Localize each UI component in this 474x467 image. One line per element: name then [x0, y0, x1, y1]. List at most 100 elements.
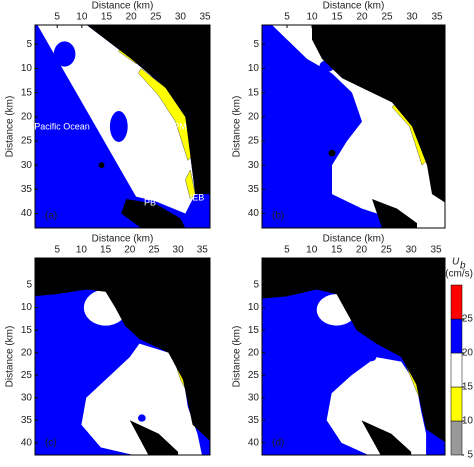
panel-label: (a) — [45, 211, 57, 222]
x-tick-label: 30 — [175, 12, 187, 23]
colorbar-tick-label: 10 — [462, 416, 474, 427]
y-tick-label: 20 — [248, 347, 260, 358]
y-tick-label: 10 — [248, 302, 260, 313]
region — [129, 420, 179, 455]
y-axis-label: Distance (km) — [232, 326, 243, 388]
region — [109, 111, 128, 142]
y-tick-label: 15 — [21, 325, 33, 336]
x-tick-label: 20 — [126, 12, 138, 23]
region — [361, 420, 412, 455]
panel-label: (b) — [272, 211, 284, 222]
region — [185, 169, 196, 200]
y-tick-label: 30 — [21, 160, 33, 171]
y-tick-label: 40 — [248, 437, 260, 448]
x-tick-label: 25 — [150, 12, 162, 23]
x-tick-label: 35 — [197, 245, 209, 256]
colorbar-subscript: b — [460, 261, 466, 272]
y-tick-label: 20 — [248, 111, 260, 122]
x-axis-label: Distance (km) — [92, 234, 154, 245]
y-tick-label: 35 — [248, 415, 260, 426]
x-tick-label: 15 — [100, 245, 112, 256]
y-axis-label: Distance (km) — [5, 326, 16, 388]
x-axis-label: Distance (km) — [92, 1, 154, 12]
y-tick-label: 15 — [248, 87, 260, 98]
y-axis-label: Distance (km) — [232, 96, 243, 158]
panel-label: (d) — [272, 438, 284, 449]
y-tick-label: 5 — [253, 280, 259, 291]
y-tick-label: 40 — [248, 208, 260, 219]
x-tick-label: 5 — [284, 245, 290, 256]
x-tick-label: 25 — [381, 245, 393, 256]
x-tick-label: 35 — [430, 245, 442, 256]
y-tick-label: 10 — [21, 63, 33, 74]
place-label: IEB — [190, 192, 205, 202]
region — [366, 353, 377, 362]
x-tick-label: 10 — [76, 12, 88, 23]
y-tick-label: 25 — [248, 136, 260, 147]
region — [86, 25, 210, 195]
region — [98, 162, 105, 169]
map-panel — [35, 258, 210, 455]
axes-frame — [261, 257, 446, 456]
x-tick-label: 15 — [331, 245, 343, 256]
map-panel — [35, 25, 210, 228]
y-tick-label: 35 — [248, 184, 260, 195]
x-tick-label: 10 — [76, 245, 88, 256]
region — [121, 199, 186, 228]
x-tick-label: 5 — [54, 12, 60, 23]
region — [312, 25, 445, 203]
x-tick-label: 30 — [406, 245, 418, 256]
axes-frame — [34, 257, 211, 456]
y-tick-label: 20 — [21, 111, 33, 122]
colorbar-units: (cm/s) — [445, 269, 473, 280]
region — [262, 25, 387, 228]
axes-frame — [261, 24, 446, 229]
y-tick-label: 40 — [21, 208, 33, 219]
y-tick-label: 30 — [248, 392, 260, 403]
region — [35, 258, 210, 442]
colorbar-swatch — [450, 420, 463, 456]
y-tick-label: 30 — [248, 160, 260, 171]
region — [53, 41, 76, 67]
colorbar-swatch — [450, 284, 463, 320]
y-tick-label: 15 — [21, 87, 33, 98]
colorbar-title: U — [452, 257, 460, 268]
x-tick-label: 35 — [200, 12, 212, 23]
x-axis-label: Distance (km) — [323, 1, 385, 12]
colorbar-tick-label: 15 — [462, 382, 474, 393]
x-tick-label: 20 — [356, 245, 368, 256]
x-tick-label: 20 — [356, 12, 368, 23]
map-panel — [262, 258, 445, 455]
y-tick-label: 25 — [21, 136, 33, 147]
region — [81, 343, 202, 455]
colorbar-swatch — [450, 386, 463, 422]
x-tick-label: 20 — [124, 245, 136, 256]
y-tick-label: 25 — [248, 370, 260, 381]
place-label: PSM — [130, 98, 150, 108]
x-tick-label: 30 — [406, 12, 418, 23]
x-tick-label: 30 — [173, 245, 185, 256]
place-label: PSS — [86, 56, 104, 66]
y-tick-label: 35 — [21, 415, 33, 426]
colorbar-tick-label: 5 — [467, 450, 473, 461]
x-tick-label: 5 — [54, 245, 60, 256]
y-tick-label: 15 — [248, 325, 260, 336]
x-tick-label: 25 — [148, 245, 160, 256]
y-tick-label: 10 — [248, 63, 260, 74]
panel-label: (c) — [45, 438, 57, 449]
axes-frame — [34, 24, 211, 229]
region — [262, 258, 445, 443]
place-label: Pacific Ocean — [34, 121, 90, 131]
colorbar-tick-label: 20 — [462, 348, 474, 359]
x-tick-label: 35 — [431, 12, 443, 23]
x-tick-label: 25 — [381, 12, 393, 23]
place-label: PM — [173, 121, 187, 131]
region — [372, 199, 417, 228]
y-tick-label: 30 — [21, 392, 33, 403]
map-panel — [262, 25, 445, 228]
place-label: PB — [144, 197, 156, 207]
region — [328, 149, 336, 157]
x-tick-label: 5 — [284, 12, 290, 23]
y-tick-label: 5 — [26, 280, 32, 291]
